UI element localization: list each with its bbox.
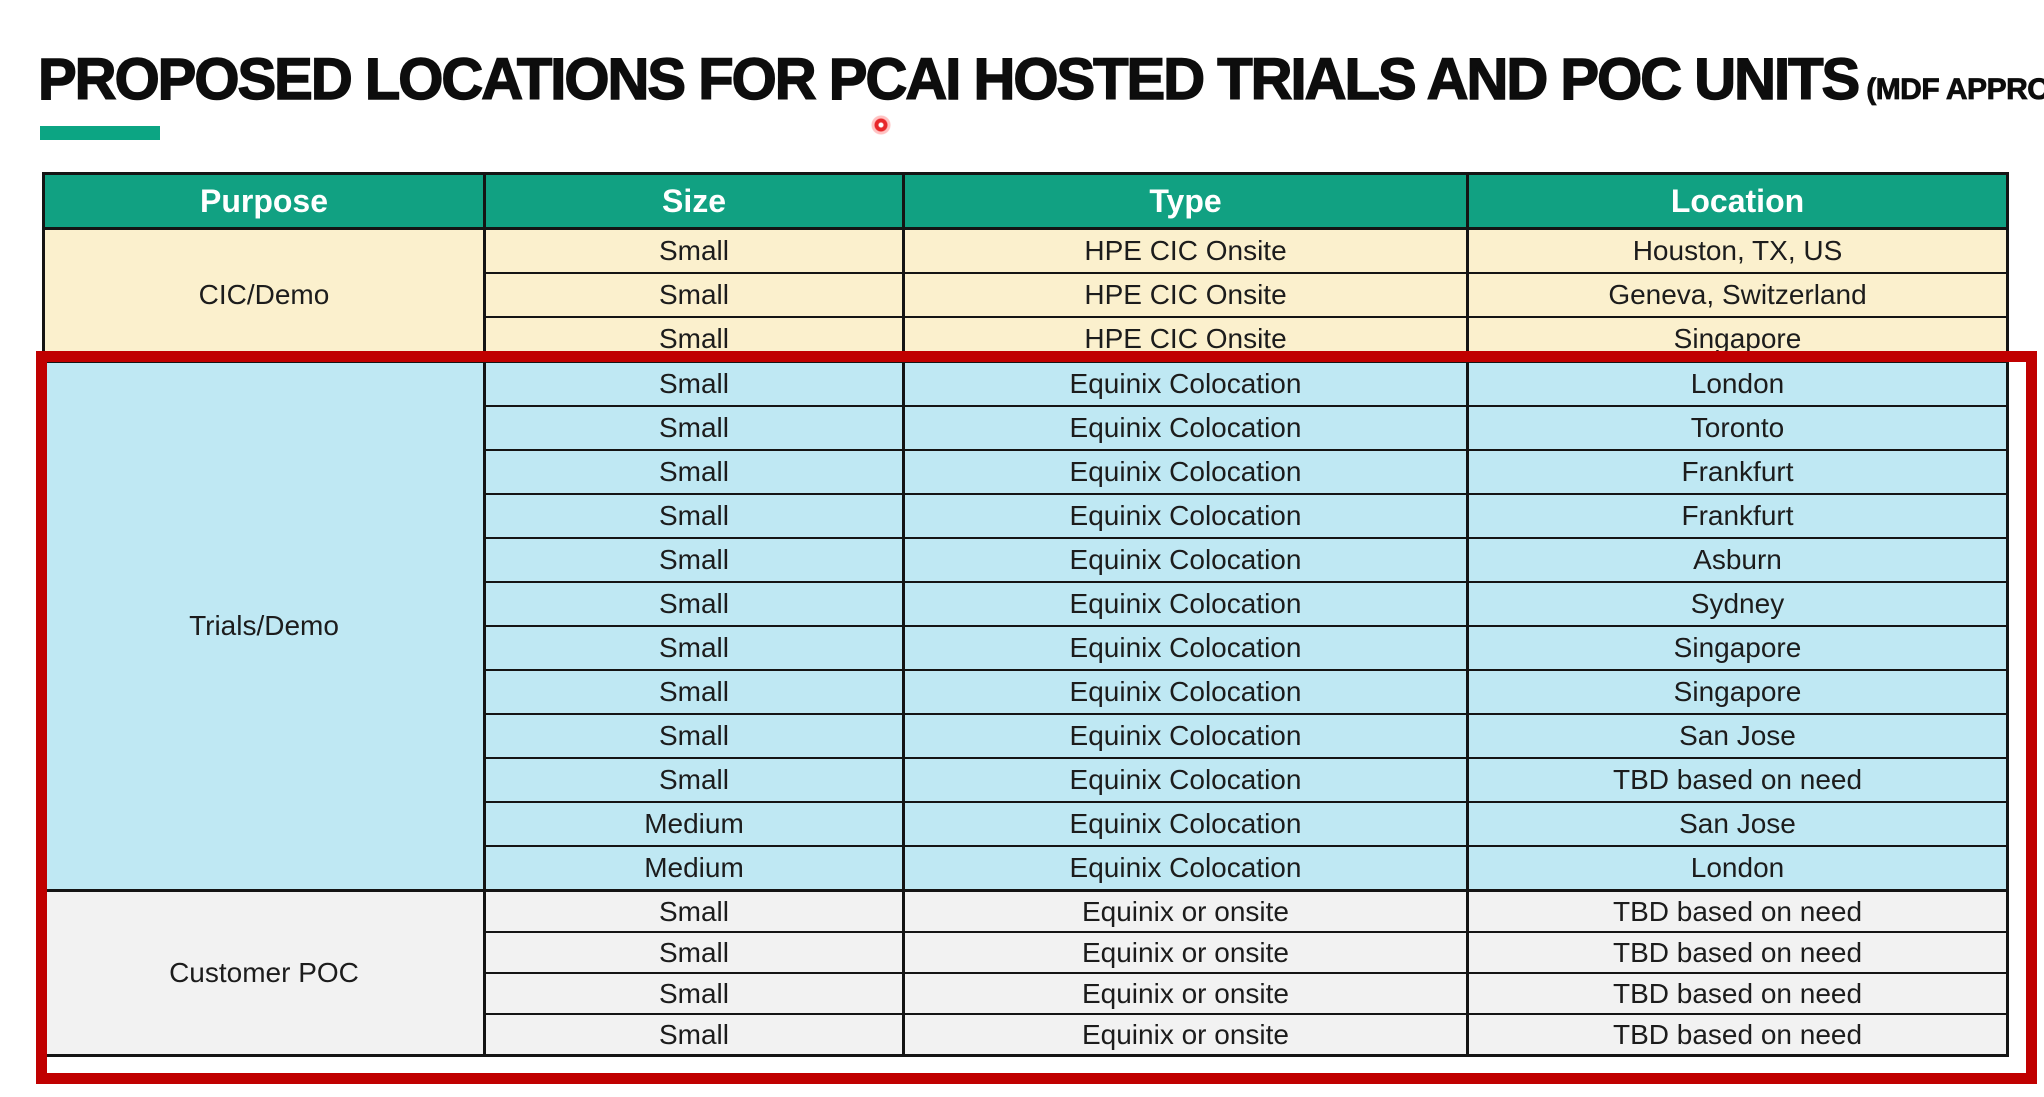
table-row: Small Equinix Colocation Frankfurt	[44, 449, 2009, 495]
cell-type: Equinix Colocation	[902, 581, 1469, 627]
page-title-main: PROPOSED LOCATIONS FOR PCAI HOSTED TRIAL…	[37, 47, 1861, 112]
cell-type: Equinix Colocation	[902, 801, 1469, 847]
table-row: Medium Equinix Colocation San Jose	[44, 801, 2009, 847]
cell-size: Small	[483, 227, 905, 274]
cell-size: Small	[483, 889, 905, 933]
cell-location: Houston, TX, US	[1466, 227, 2009, 274]
cell-size: Small	[483, 316, 905, 363]
cell-size: Small	[483, 931, 905, 974]
cell-type: Equinix Colocation	[902, 537, 1469, 583]
cell-size: Small	[483, 537, 905, 583]
cell-location: Geneva, Switzerland	[1466, 272, 2009, 318]
column-header-size: Size	[483, 172, 905, 230]
purpose-cell: CIC/Demo	[42, 227, 486, 363]
cell-type: Equinix or onsite	[902, 931, 1469, 974]
cell-location: Sydney	[1466, 581, 2009, 627]
cell-location: TBD based on need	[1466, 931, 2009, 974]
table-row: Small HPE CIC Onsite Geneva, Switzerland	[44, 272, 2009, 318]
cell-type: Equinix Colocation	[902, 360, 1469, 407]
cell-type: Equinix Colocation	[902, 449, 1469, 495]
cell-location: London	[1466, 845, 2009, 892]
cell-location: Singapore	[1466, 625, 2009, 671]
table-body: CIC/Demo Small HPE CIC Onsite Houston, TX, …	[42, 227, 2009, 1057]
cell-size: Small	[483, 713, 905, 759]
cell-size: Small	[483, 972, 905, 1015]
cell-size: Medium	[483, 845, 905, 892]
cell-location: TBD based on need	[1466, 1013, 2009, 1057]
table-row: Small Equinix or onsite TBD based on need	[44, 972, 2009, 1015]
table-row: Medium Equinix Colocation London	[44, 845, 2009, 892]
table-row: Small Equinix Colocation Singapore	[44, 669, 2009, 715]
table-row: Small Equinix Colocation Sydney	[44, 581, 2009, 627]
cell-size: Small	[483, 757, 905, 803]
cell-type: Equinix Colocation	[902, 757, 1469, 803]
cell-location: TBD based on need	[1466, 889, 2009, 933]
cell-size: Small	[483, 669, 905, 715]
cell-location: Toronto	[1466, 405, 2009, 451]
cell-location: San Jose	[1466, 713, 2009, 759]
title-underline-bar	[40, 126, 160, 140]
cell-type: Equinix or onsite	[902, 1013, 1469, 1057]
cell-type: Equinix Colocation	[902, 493, 1469, 539]
table-row: Trials/Demo Small Equinix Colocation London	[42, 360, 2009, 892]
cell-type: HPE CIC Onsite	[902, 227, 1469, 274]
cell-size: Small	[483, 449, 905, 495]
table-row: CIC/Demo Small HPE CIC Onsite Houston, TX, …	[42, 227, 2009, 363]
column-header-purpose: Purpose	[42, 172, 486, 230]
page-title: PROPOSED LOCATIONS FOR PCAI HOSTED TRIAL…	[37, 47, 2044, 112]
cell-type: Equinix Colocation	[902, 405, 1469, 451]
cell-location: San Jose	[1466, 801, 2009, 847]
cell-type: Equinix Colocation	[902, 845, 1469, 892]
cell-size: Small	[483, 272, 905, 318]
table-row: Small Equinix Colocation TBD based on need	[44, 757, 2009, 803]
cell-size: Small	[483, 493, 905, 539]
cell-size: Small	[483, 360, 905, 407]
locations-table: Purpose Size Type Location CIC/Demo Small…	[42, 172, 2009, 1057]
column-header-location: Location	[1466, 172, 2009, 230]
table-header: Purpose Size Type Location	[42, 172, 2009, 230]
cell-location: Singapore	[1466, 669, 2009, 715]
cell-type: HPE CIC Onsite	[902, 316, 1469, 363]
cell-location: London	[1466, 360, 2009, 407]
table-row: Small Equinix or onsite TBD based on need	[44, 931, 2009, 974]
cell-location: Singapore	[1466, 316, 2009, 363]
cell-type: Equinix Colocation	[902, 625, 1469, 671]
cell-type: Equinix Colocation	[902, 669, 1469, 715]
table-row: Small Equinix Colocation San Jose	[44, 713, 2009, 759]
laser-pointer-dot	[871, 115, 891, 135]
table-row: Small Equinix Colocation Toronto	[44, 405, 2009, 451]
cell-location: TBD based on need	[1466, 757, 2009, 803]
table-row: Small Equinix or onsite TBD based on need	[44, 1013, 2009, 1057]
purpose-cell: Customer POC	[42, 889, 486, 1057]
table-row: Small Equinix Colocation Frankfurt	[44, 493, 2009, 539]
cell-type: HPE CIC Onsite	[902, 272, 1469, 318]
cell-location: Asburn	[1466, 537, 2009, 583]
cell-type: Equinix or onsite	[902, 972, 1469, 1015]
table-row: Customer POC Small Equinix or onsite TBD ba…	[42, 889, 2009, 1057]
column-header-type: Type	[902, 172, 1469, 230]
cell-location: Frankfurt	[1466, 493, 2009, 539]
cell-type: Equinix Colocation	[902, 713, 1469, 759]
cell-size: Small	[483, 625, 905, 671]
table-row: Small Equinix Colocation Singapore	[44, 625, 2009, 671]
cell-location: TBD based on need	[1466, 972, 2009, 1015]
cell-size: Small	[483, 1013, 905, 1057]
table-row: Small Equinix Colocation Asburn	[44, 537, 2009, 583]
cell-size: Medium	[483, 801, 905, 847]
cell-size: Small	[483, 405, 905, 451]
cell-type: Equinix or onsite	[902, 889, 1469, 933]
page-title-suffix: (MDF APPROVED)	[1866, 73, 2044, 106]
cell-location: Frankfurt	[1466, 449, 2009, 495]
purpose-cell: Trials/Demo	[42, 360, 486, 892]
cell-size: Small	[483, 581, 905, 627]
header-row: Purpose Size Type Location	[42, 172, 2009, 230]
